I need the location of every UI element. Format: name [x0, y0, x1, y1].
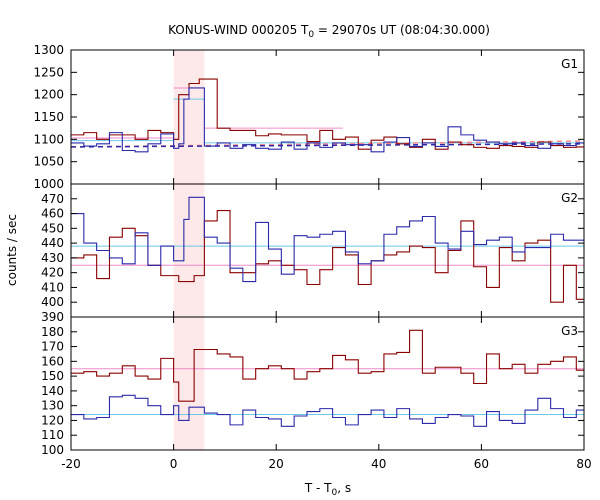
- y-tick-label: 1100: [33, 132, 64, 146]
- y-tick-label: 1200: [33, 88, 64, 102]
- y-tick-label: 470: [41, 192, 64, 206]
- y-tick-label: 400: [41, 295, 64, 309]
- y-tick-label: 390: [41, 310, 64, 324]
- y-tick-label: 130: [41, 399, 64, 413]
- panels-group: 1000105011001150120012501300G13904004104…: [33, 43, 591, 471]
- y-tick-label: 100: [41, 443, 64, 457]
- x-tick-label: 0: [170, 457, 178, 471]
- y-tick-label: 1300: [33, 43, 64, 57]
- y-tick-label: 410: [41, 280, 64, 294]
- panel-g1: 1000 1050 1100 1150 1200 1250 1300 G1: [33, 43, 585, 191]
- y-tick-label: 160: [41, 354, 64, 368]
- y-tick-label: 440: [41, 236, 64, 250]
- x-tick-label: 40: [371, 457, 386, 471]
- y-tick-label: 1050: [33, 155, 64, 169]
- y-tick-label: 110: [41, 428, 64, 442]
- y-tick-label: 150: [41, 369, 64, 383]
- panel-label-g1: G1: [561, 57, 578, 71]
- x-axis-label: T - T0, s: [304, 481, 351, 498]
- y-tick-label: 1150: [33, 110, 64, 124]
- x-tick-label: 20: [269, 457, 284, 471]
- y-tick-label: 1000: [33, 177, 64, 191]
- panel-frame: [70, 49, 585, 185]
- y-tick-label: 420: [41, 266, 64, 280]
- x-tick-label: -20: [61, 457, 81, 471]
- series-g2-blue: [71, 196, 584, 283]
- series-g1-red: [71, 78, 584, 150]
- y-tick-label: 450: [41, 221, 64, 235]
- x-tick-label: 60: [474, 457, 489, 471]
- y-tick-label: 460: [41, 207, 64, 221]
- y-tick-label: 170: [41, 340, 64, 354]
- y-tick-label: 430: [41, 251, 64, 265]
- y-axis-label: counts / sec: [5, 214, 19, 286]
- panel-label-g2: G2: [561, 191, 578, 205]
- series-g2-red: [71, 210, 584, 303]
- series-g3-red: [71, 329, 584, 402]
- y-tick-label: 180: [41, 325, 64, 339]
- y-tick-label: 140: [41, 384, 64, 398]
- series-g3-blue: [71, 394, 584, 427]
- panel-label-g3: G3: [561, 324, 578, 338]
- chart-title: KONUS-WIND 000205 T0 = 29070s UT (08:04:…: [168, 23, 490, 40]
- x-tick-label: 80: [576, 457, 591, 471]
- series-g1-blue: [71, 87, 584, 153]
- fit-line-g1-7: [70, 143, 585, 148]
- panel-frame: [70, 316, 585, 451]
- y-tick-label: 1250: [33, 65, 64, 79]
- y-tick-label: 120: [41, 413, 64, 427]
